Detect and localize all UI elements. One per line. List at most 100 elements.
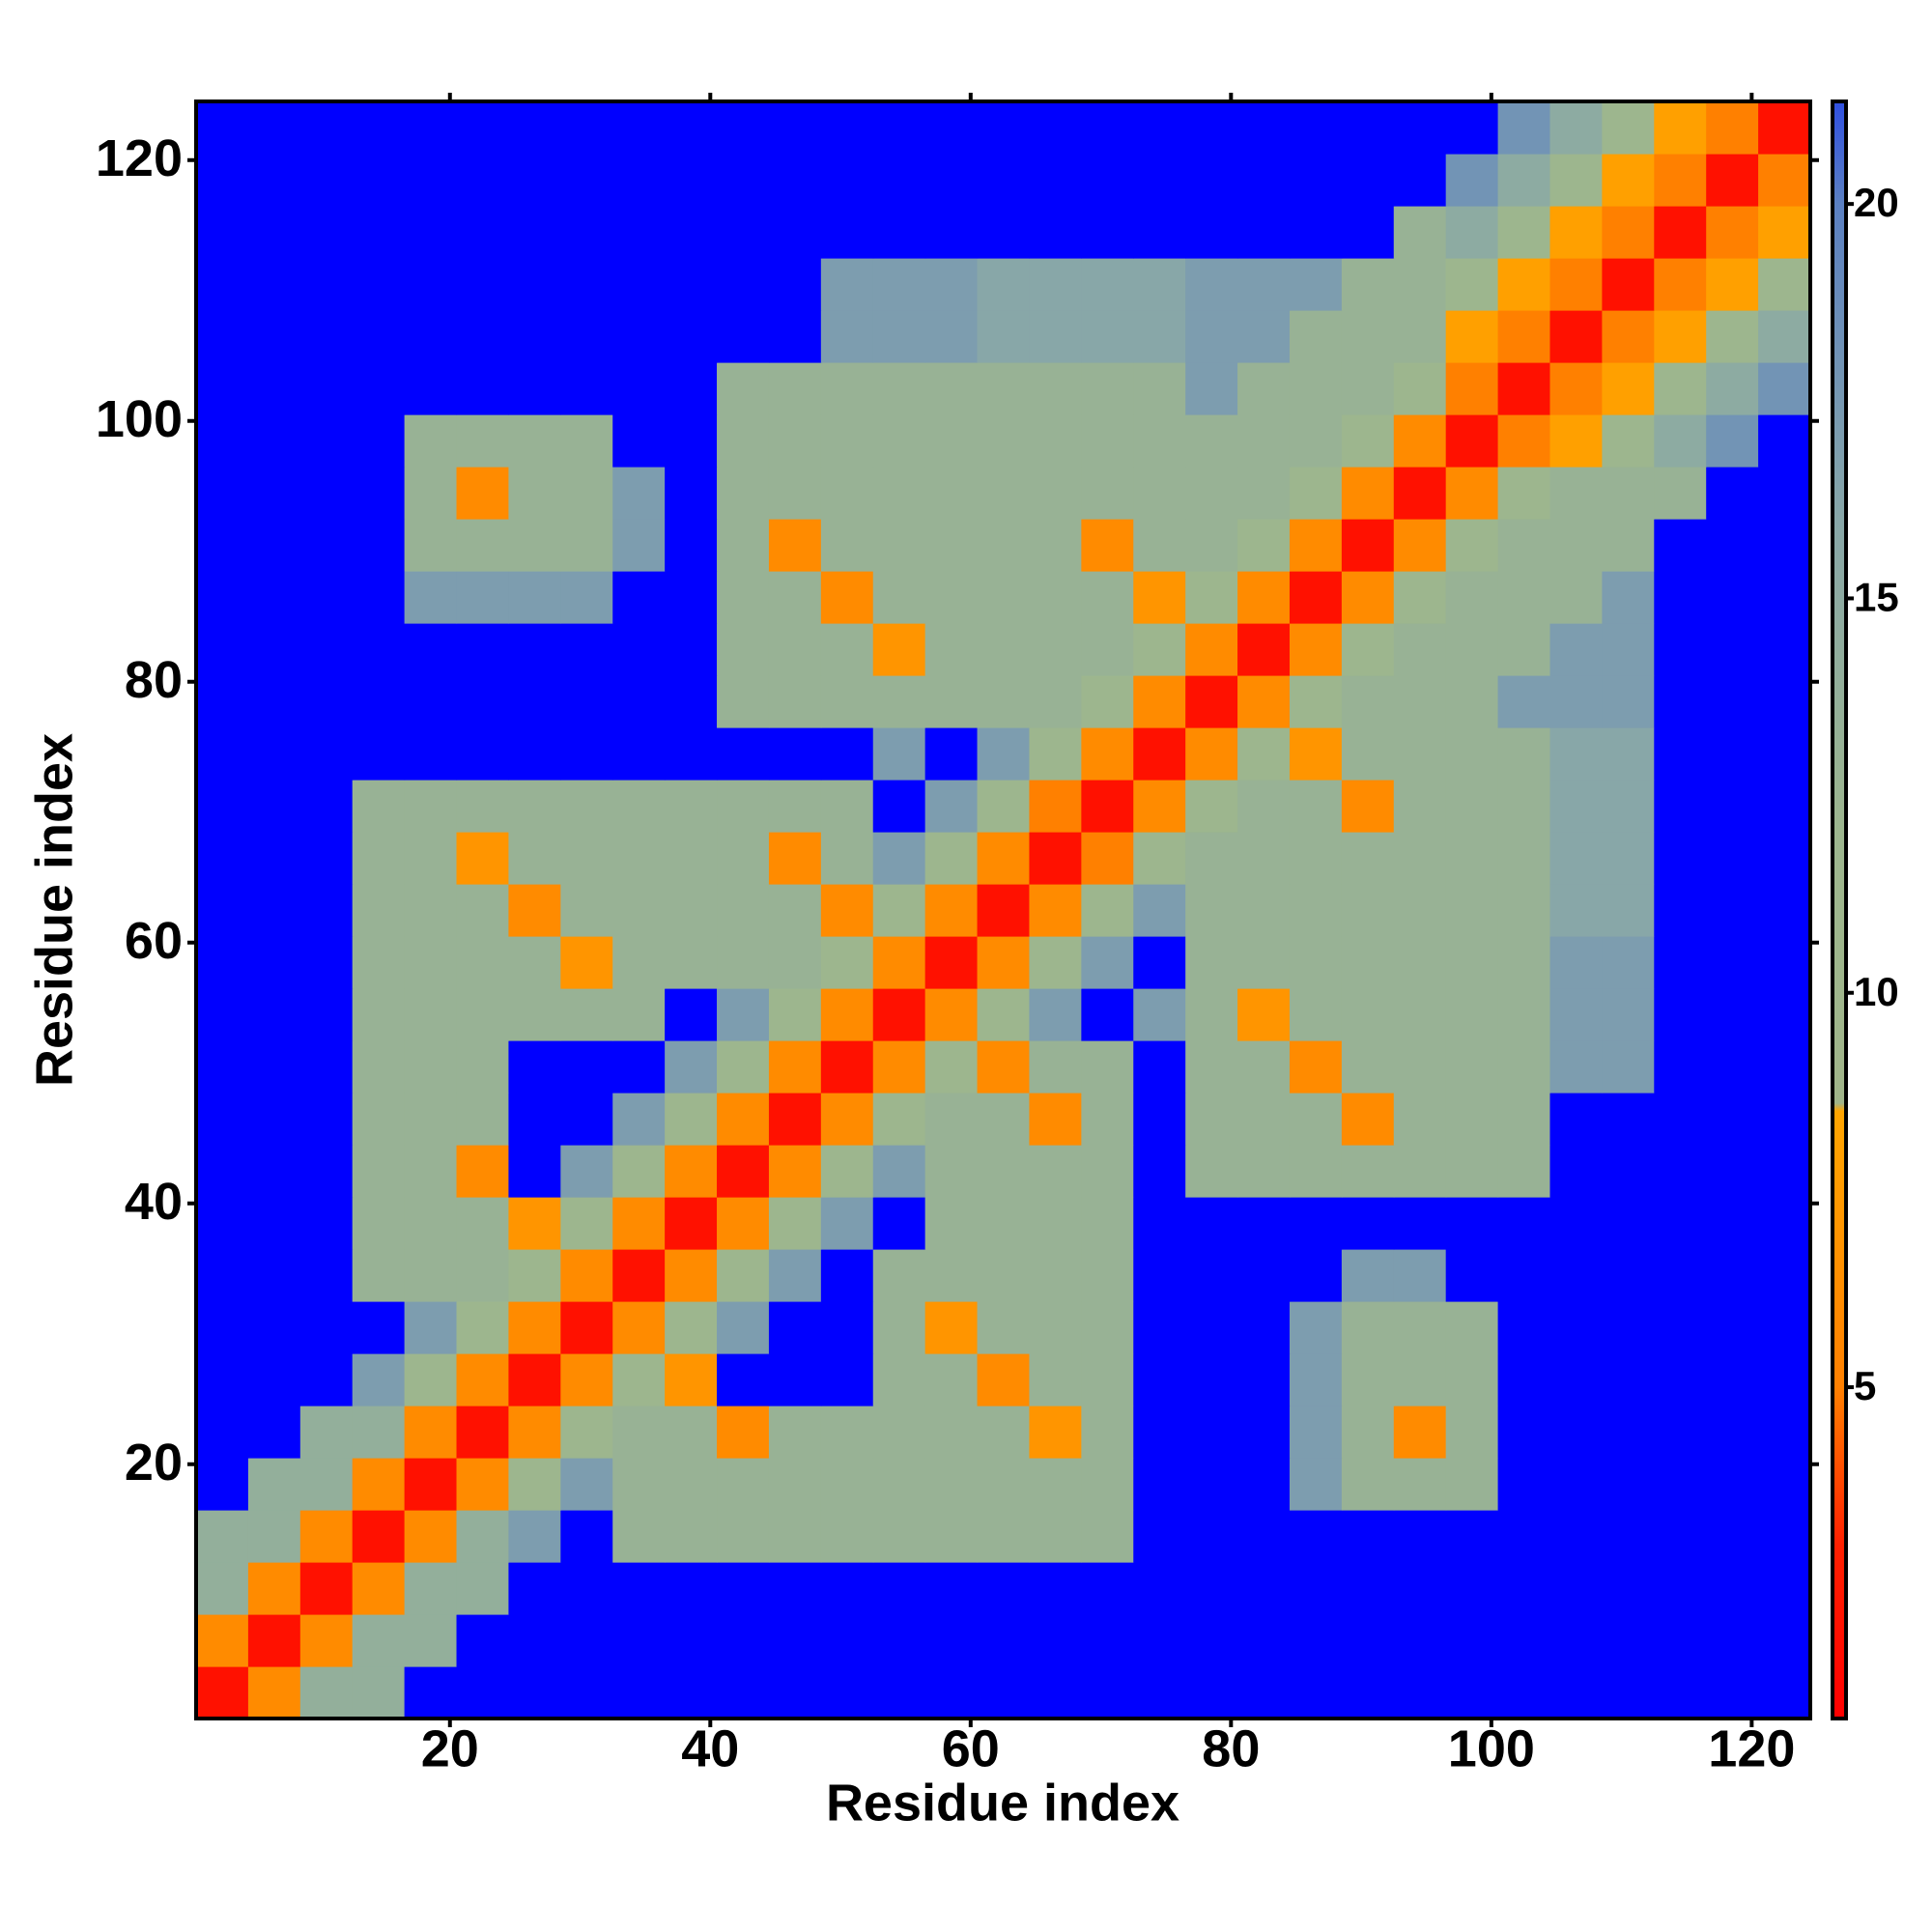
heatmap-cell [1185,101,1238,155]
heatmap-cell [768,727,822,781]
heatmap-cell [352,1406,406,1459]
heatmap-cell [820,675,874,728]
heatmap-cell [1654,1040,1707,1094]
heatmap-cell [872,1093,926,1146]
heatmap-cell [1133,362,1186,415]
heatmap-cell [1758,258,1811,311]
heatmap-cell [1497,1040,1551,1094]
heatmap-cell [665,310,718,363]
heatmap-cell [196,310,249,363]
heatmap-cell [247,1458,301,1511]
heatmap-cell [924,1040,979,1094]
heatmap-cell [1602,780,1655,833]
heatmap-cell [1289,101,1343,155]
heatmap-cell [247,1145,301,1198]
heatmap-cell [1654,258,1707,311]
heatmap-cell [924,832,979,885]
heatmap-cell [1289,1510,1343,1563]
heatmap-cell [872,467,926,520]
heatmap-cell [924,884,979,937]
heatmap-cell [508,988,561,1041]
heatmap-cell [1289,1197,1343,1250]
heatmap-cell [247,1301,301,1354]
heatmap-cell [665,206,718,259]
heatmap-cell [1341,1666,1395,1719]
heatmap-cell [1289,1040,1343,1094]
heatmap-cell [560,414,613,468]
heatmap-cell [1758,154,1811,207]
heatmap-cell [1289,623,1343,676]
heatmap-cell [352,362,406,415]
heatmap-cell [1289,1666,1343,1719]
heatmap-cell [1497,154,1551,207]
heatmap-cell [1133,101,1186,155]
heatmap-cell [665,884,718,937]
heatmap-cell [1445,1093,1499,1146]
x-tick-label: 100 [1448,1719,1535,1777]
heatmap-cell [1029,1040,1082,1094]
heatmap-cell [1081,519,1134,572]
heatmap-cell [665,1614,718,1667]
heatmap-cell [924,362,979,415]
heatmap-cell [299,832,354,885]
heatmap-cell [1758,1614,1811,1667]
heatmap-cell [1341,467,1395,520]
heatmap-cell [508,101,561,155]
heatmap-cell [1237,467,1291,520]
heatmap-cell [352,1197,406,1250]
heatmap-cell [1654,1406,1707,1459]
heatmap-cell [1393,1145,1447,1198]
heatmap-cell [977,310,1031,363]
heatmap-cell [1081,206,1134,259]
heatmap-cell [1133,623,1186,676]
heatmap-cell [1445,1040,1499,1094]
heatmap-cell [1185,1249,1238,1302]
heatmap-cell [1081,884,1134,937]
heatmap-cell [1237,832,1291,885]
heatmap-cell [717,1040,770,1094]
heatmap-cell [717,414,770,468]
heatmap-cell [560,1145,613,1198]
heatmap-cell [456,1197,510,1250]
heatmap-cell [1602,1406,1655,1459]
heatmap-cell [247,936,301,989]
heatmap-cell [1185,1093,1238,1146]
heatmap-cell [404,1510,458,1563]
heatmap-cell [1185,780,1238,833]
heatmap-cell [1706,1301,1759,1354]
heatmap-cell [820,1614,874,1667]
heatmap-cell [1393,1458,1447,1511]
heatmap-cell [977,1145,1031,1198]
heatmap-cell [1497,101,1551,155]
heatmap-cell [1706,988,1759,1041]
heatmap-cell [1133,936,1186,989]
heatmap-cell [1081,310,1134,363]
heatmap-cell [1445,623,1499,676]
heatmap-cell [1185,727,1238,781]
heatmap-cell [1393,362,1447,415]
heatmap-cell [768,623,822,676]
heatmap-cell [924,258,979,311]
heatmap-cell [560,1093,613,1146]
heatmap-cell [299,571,354,624]
heatmap-cell [299,1249,354,1302]
heatmap-cell [1758,884,1811,937]
heatmap-cell [1706,467,1759,520]
heatmap-cell [872,727,926,781]
heatmap-cell [1081,101,1134,155]
y-tick-label: 40 [125,1173,183,1231]
heatmap-cell [196,1666,249,1719]
heatmap-cell [1706,936,1759,989]
heatmap-cell [924,780,979,833]
heatmap-cell [717,936,770,989]
heatmap-cell [508,258,561,311]
heatmap-cell [560,1510,613,1563]
heatmap-cell [665,414,718,468]
heatmap-cell [1081,988,1134,1041]
heatmap-cell [1393,1040,1447,1094]
heatmap-cell [1706,571,1759,624]
heatmap-cell [404,1458,458,1511]
heatmap-cell [352,884,406,937]
heatmap-cell [717,1197,770,1250]
heatmap-cell [1185,1145,1238,1198]
